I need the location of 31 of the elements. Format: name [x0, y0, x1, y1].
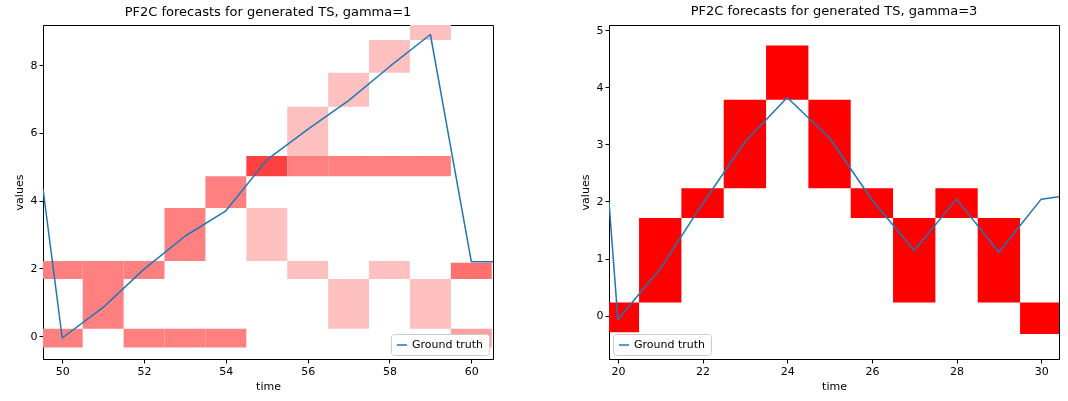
- chart-title: PF2C forecasts for generated TS, gamma=1: [124, 4, 412, 19]
- x-tick-label: 26: [865, 364, 880, 378]
- y-tick-label: 0: [596, 309, 604, 323]
- y-axis-title: values: [12, 174, 26, 211]
- y-tick-label: 2: [30, 261, 38, 275]
- y-tick-label: 4: [596, 80, 604, 94]
- y-tick-label: 2: [596, 194, 604, 208]
- y-tick-label: 1: [596, 252, 604, 266]
- y-tick-label: 6: [30, 126, 38, 140]
- x-axis-title: time: [822, 379, 848, 393]
- x-tick-label: 60: [464, 364, 479, 378]
- legend-label: Ground truth: [412, 338, 484, 351]
- x-tick-label: 20: [611, 364, 626, 378]
- y-axis-title: values: [578, 174, 592, 211]
- y-tick-label: 3: [596, 137, 604, 151]
- x-axis-title: time: [256, 379, 282, 393]
- x-tick-label: 54: [219, 364, 234, 378]
- y-tick-label: 5: [596, 23, 604, 37]
- x-tick-label: 58: [383, 364, 397, 378]
- x-tick-label: 22: [696, 364, 711, 378]
- x-tick-label: 30: [1034, 364, 1049, 378]
- legend-label: Ground truth: [634, 338, 706, 351]
- y-tick-label: 4: [30, 194, 38, 208]
- x-tick-label: 56: [301, 364, 316, 378]
- x-tick-label: 28: [950, 364, 965, 378]
- x-tick-label: 24: [780, 364, 795, 378]
- x-tick-label: 52: [137, 364, 152, 378]
- x-tick-label: 50: [55, 364, 70, 378]
- y-tick-label: 0: [30, 329, 38, 343]
- chart-title: PF2C forecasts for generated TS, gamma=3: [690, 3, 978, 19]
- y-tick-label: 8: [30, 58, 38, 72]
